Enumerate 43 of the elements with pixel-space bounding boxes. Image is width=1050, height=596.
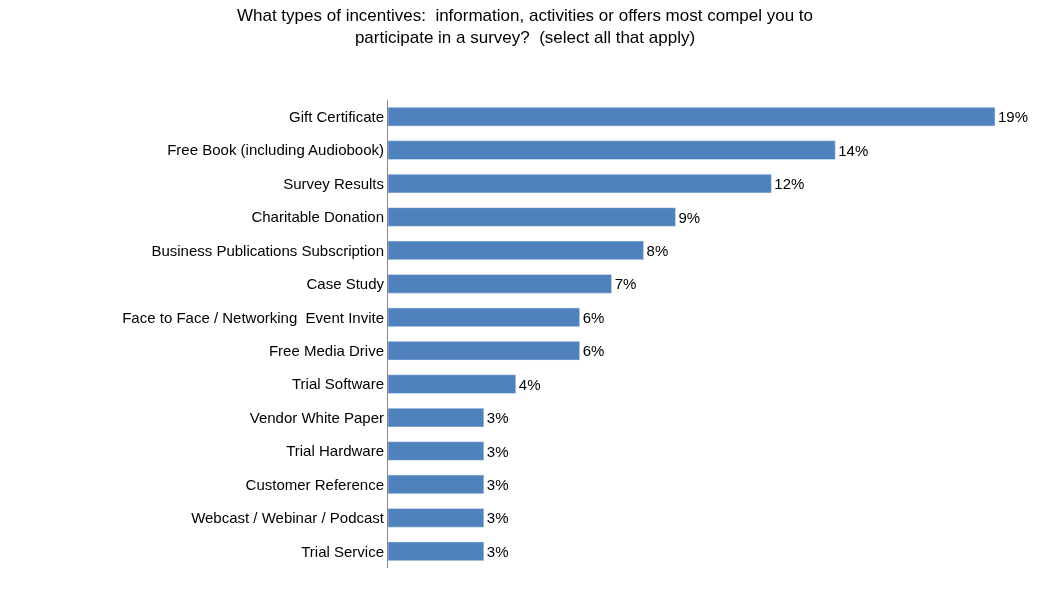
data-label: 14%	[838, 141, 869, 159]
bar	[388, 407, 485, 428]
bar	[388, 541, 485, 561]
data-label: 6%	[582, 308, 605, 326]
bar	[388, 341, 580, 361]
bar	[388, 441, 485, 461]
chart-title: What types of incentives: information, activities or offers most compel you to participate in a survey? (select all that apply)	[236, 5, 814, 47]
bar	[388, 240, 644, 261]
data-label: 9%	[678, 208, 701, 226]
y-tick-label: Trial Service	[301, 542, 384, 560]
y-tick-label: Vendor White Paper	[249, 408, 384, 426]
y-tick-label: Free Media Drive	[268, 341, 384, 359]
y-tick-label: Trial Hardware	[286, 442, 384, 460]
data-label: 3%	[486, 409, 509, 427]
y-tick-label: Webcast / Webinar / Podcast	[191, 509, 385, 527]
bar	[388, 374, 517, 394]
bar	[388, 307, 580, 327]
y-tick-label: Survey Results	[283, 174, 384, 192]
bar	[388, 274, 612, 294]
data-label: 8%	[646, 241, 669, 259]
y-tick-label: Customer Reference	[245, 475, 384, 493]
data-label: 12%	[774, 175, 805, 193]
y-tick-label: Free Book (including Audiobook)	[167, 141, 384, 159]
bar	[388, 140, 836, 160]
data-label: 3%	[486, 542, 509, 560]
y-tick-label: Case Study	[306, 275, 385, 293]
data-label: 3%	[486, 442, 509, 460]
data-label: 3%	[486, 509, 509, 527]
y-tick-label: Trial Software	[292, 375, 384, 393]
data-label: 19%	[998, 108, 1029, 126]
y-tick-label: Gift Certificate	[288, 107, 384, 125]
data-label: 3%	[486, 475, 509, 493]
bar	[388, 173, 772, 194]
y-tick-label: Charitable Donation	[251, 208, 384, 226]
bar	[388, 207, 676, 227]
data-label: 4%	[518, 375, 541, 393]
bar	[388, 508, 485, 528]
data-label: 7%	[614, 275, 637, 293]
bar	[388, 107, 995, 127]
data-label: 6%	[582, 342, 605, 360]
bar	[388, 474, 485, 495]
y-tick-label: Face to Face / Networking Event Invite	[122, 308, 384, 326]
y-tick-label: Business Publications Subscription	[151, 241, 384, 259]
